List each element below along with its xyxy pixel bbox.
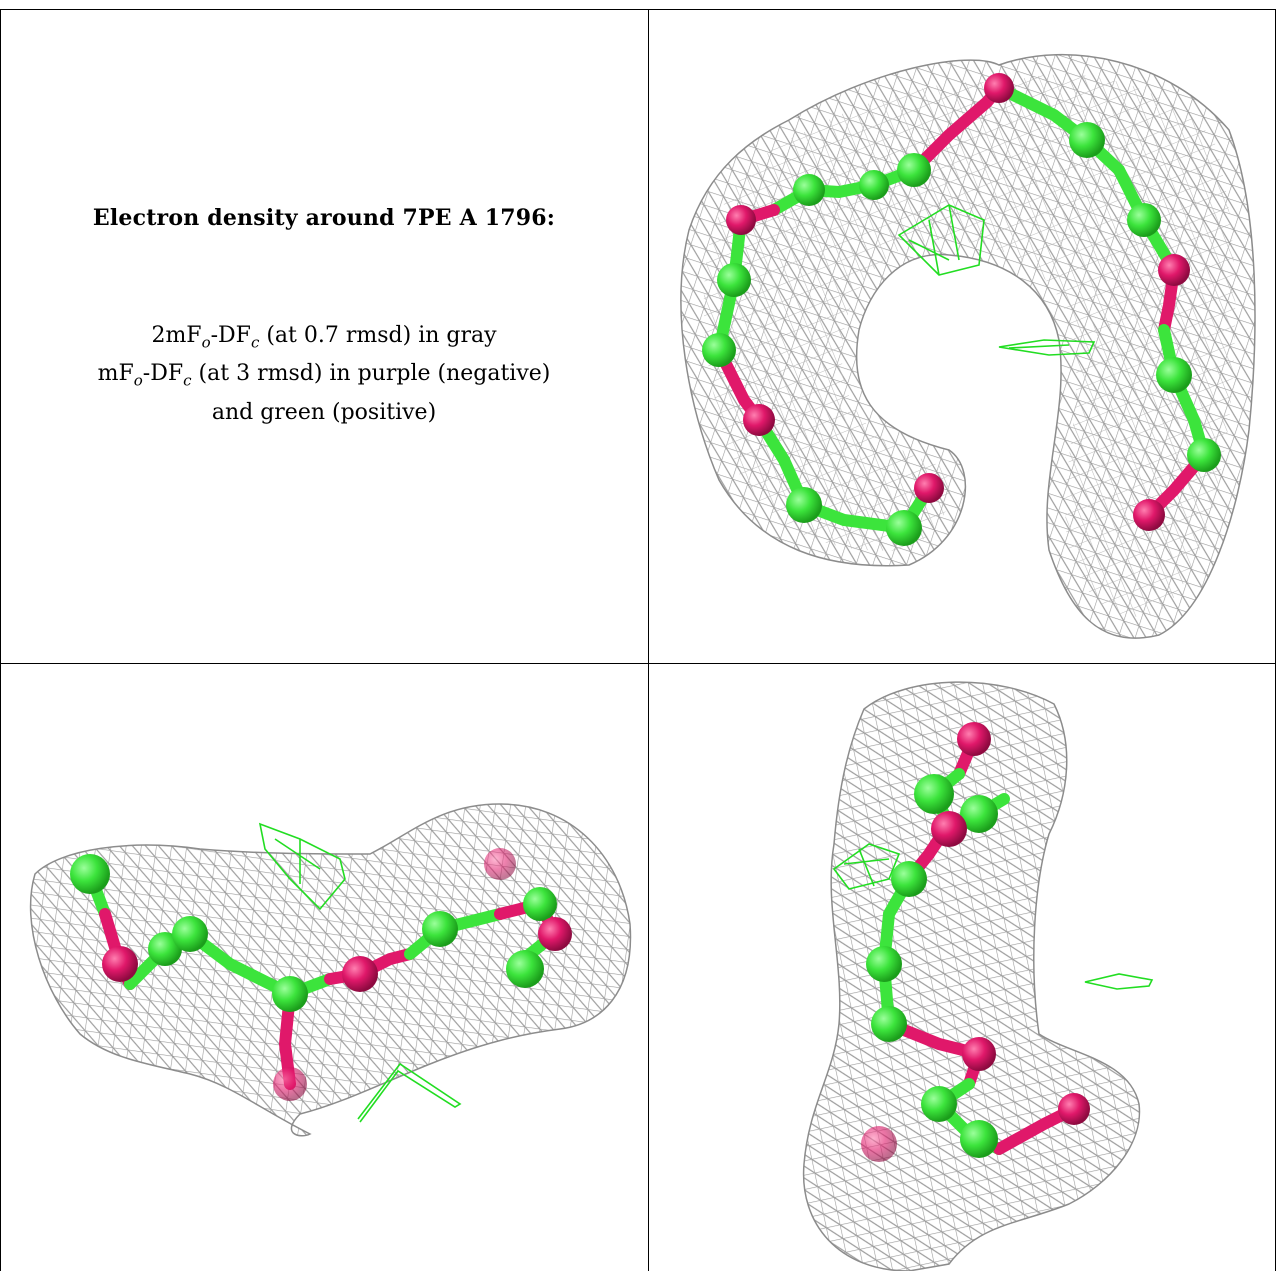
positive-difference-density: [258, 822, 462, 1123]
view-top-right: [649, 10, 1276, 663]
positive-difference-density: [832, 843, 1154, 990]
caption-cell: Electron density around 7PE A 1796: 2mFo…: [0, 10, 648, 663]
table-border-left: [0, 9, 1, 1271]
density-render-bottom-left: [29, 803, 632, 1137]
ligand-model: [861, 722, 1090, 1162]
density-mesh: [29, 803, 632, 1137]
density-render-bottom-right: [802, 681, 1154, 1271]
positive-difference-density: [897, 204, 1096, 356]
ligand-model: [702, 73, 1221, 546]
view-bottom-left: [0, 664, 648, 1271]
table-border-top: [0, 9, 1276, 10]
density-render-top-right: [680, 53, 1256, 639]
caption-line-fofc: mFo-DFc (at 3 rmsd) in purple (negative): [97, 361, 551, 390]
caption-line-2fofc: 2mFo-DFc (at 0.7 rmsd) in gray: [151, 323, 497, 352]
caption-line-colors: and green (positive): [211, 399, 437, 425]
view-bottom-right: [649, 664, 1276, 1271]
table-divider-vertical: [648, 9, 649, 1271]
caption: Electron density around 7PE A 1796: 2mFo…: [0, 10, 648, 663]
caption-description: 2mFo-DFc (at 0.7 rmsd) in gray mFo-DFc (…: [0, 320, 648, 429]
density-mesh: [802, 681, 1141, 1271]
ligand-model: [70, 848, 572, 1101]
table-divider-horizontal: [0, 663, 1276, 664]
caption-title: Electron density around 7PE A 1796:: [92, 205, 556, 231]
density-mesh: [680, 53, 1256, 639]
